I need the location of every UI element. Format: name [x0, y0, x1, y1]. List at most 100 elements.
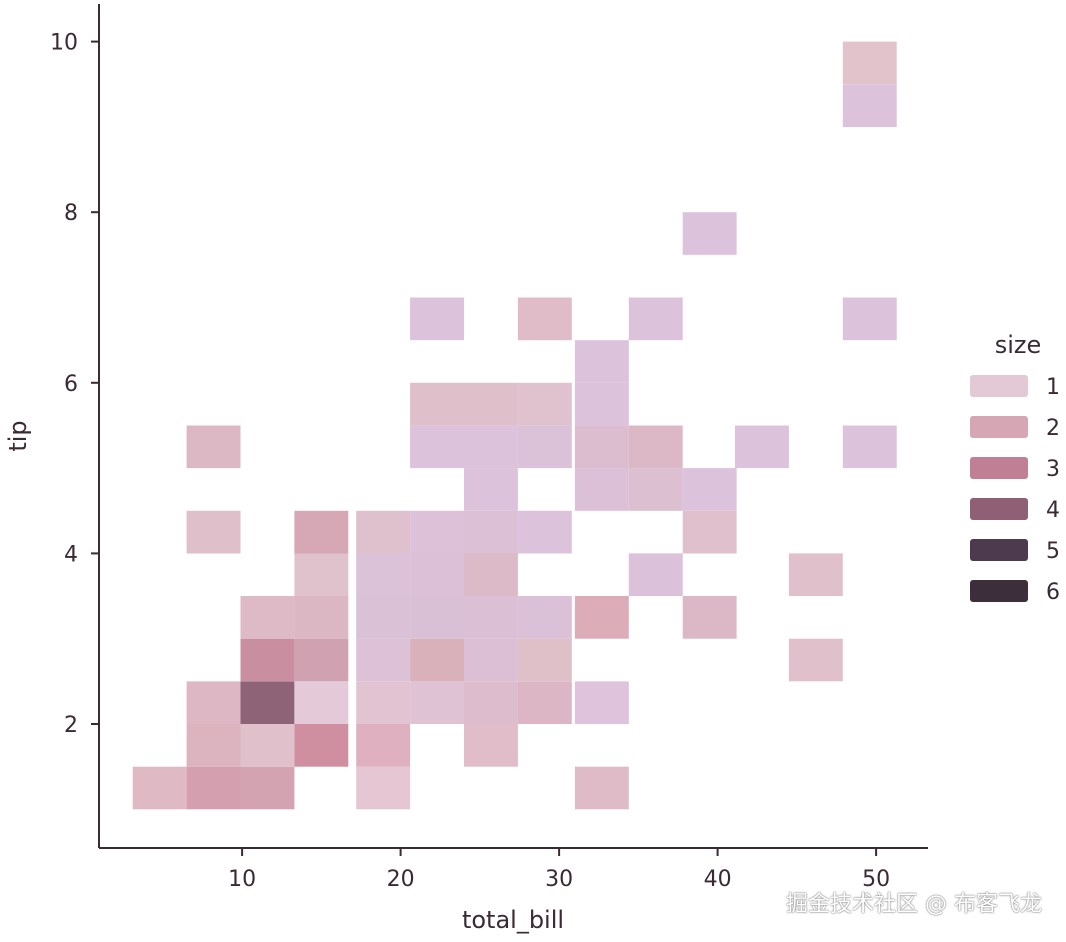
legend-label: 6 — [1046, 580, 1060, 605]
x-tick-label: 10 — [228, 867, 256, 892]
heatmap-cell — [682, 596, 737, 639]
heatmap-cell — [464, 724, 518, 767]
heatmap-cell — [356, 596, 411, 639]
heatmap-cell — [186, 766, 241, 810]
heatmap-cell — [294, 553, 349, 596]
y-axis-label: tip — [4, 420, 32, 451]
heatmap-cell — [464, 596, 518, 639]
heatmap-cell — [842, 425, 897, 469]
heatmap-cell — [186, 724, 241, 767]
heatmap-cell — [186, 681, 241, 724]
heatmap-cell — [788, 638, 843, 682]
heatmap-cell — [628, 425, 683, 469]
heatmap-cell — [410, 297, 464, 341]
legend-label: 1 — [1046, 375, 1060, 400]
x-tick-label: 30 — [545, 867, 573, 892]
heatmap-cells — [132, 41, 897, 810]
heatmap-cell — [410, 638, 464, 682]
x-tick-label: 40 — [704, 867, 732, 892]
heatmap-cell — [574, 340, 629, 383]
heatmap-cell — [517, 425, 572, 469]
heatmap-cell — [517, 510, 572, 554]
y-tick-label: 4 — [64, 542, 78, 567]
heatmap-cell — [628, 468, 683, 511]
legend-label: 4 — [1046, 498, 1060, 523]
heatmap-cell — [682, 212, 737, 255]
legend-title: size — [995, 331, 1042, 359]
watermark-text: 掘金技术社区 @ 布客飞龙 — [786, 892, 1042, 917]
heatmap-cell — [356, 766, 411, 810]
heatmap-cell — [464, 425, 518, 469]
heatmap-cell — [464, 681, 518, 724]
heatmap-cell — [464, 468, 518, 511]
axes — [98, 4, 928, 849]
heatmap-cell — [410, 510, 464, 554]
heatmap-cell — [410, 382, 464, 426]
legend-swatch — [970, 375, 1028, 397]
heatmap-cell — [788, 553, 843, 596]
heatmap-cell — [186, 510, 241, 554]
heatmap-cell — [410, 681, 464, 724]
heatmap-cell — [240, 596, 295, 639]
legend-swatch — [970, 498, 1028, 520]
heatmap-cell — [842, 297, 897, 341]
heatmap-cell — [574, 766, 629, 810]
heatmap-cell — [574, 596, 629, 639]
legend-label: 2 — [1046, 416, 1060, 441]
heatmap-cell — [356, 724, 411, 767]
heatmap-cell — [240, 681, 295, 724]
heatmap-cell — [735, 425, 789, 469]
x-tick-label: 20 — [387, 867, 415, 892]
heatmap-cell — [517, 382, 572, 426]
heatmap-cell — [517, 596, 572, 639]
heatmap-cell — [240, 766, 295, 810]
heatmap-cell — [294, 724, 349, 767]
heatmap-cell — [186, 425, 241, 469]
heatmap-cell — [294, 638, 349, 682]
heatmap-cell — [682, 468, 737, 511]
heatmap-cell — [464, 382, 518, 426]
legend: size 1 2 3 4 5 6 — [970, 331, 1060, 605]
y-tick-label: 6 — [64, 372, 78, 397]
heatmap-cell — [682, 510, 737, 554]
legend-swatch — [970, 416, 1028, 438]
heatmap-cell — [356, 638, 411, 682]
heatmap-cell — [356, 553, 411, 596]
heatmap-cell — [842, 84, 897, 127]
heatmap-cell — [132, 766, 187, 810]
legend-label: 3 — [1046, 457, 1060, 482]
ticks: 10 20 30 40 50 2 4 6 8 10 — [50, 31, 890, 892]
legend-swatch — [970, 580, 1028, 602]
heatmap-cell — [628, 553, 683, 596]
heatmap-cell — [240, 724, 295, 767]
legend-swatch — [970, 457, 1028, 479]
heatmap-cell — [517, 297, 572, 341]
heatmap-cell — [628, 297, 683, 341]
legend-swatch — [970, 539, 1028, 561]
heatmap-cell — [410, 425, 464, 469]
x-axis-label: total_bill — [462, 906, 564, 934]
heatmap-cell — [574, 425, 629, 469]
heatmap-cell — [517, 638, 572, 682]
x-tick-label: 50 — [862, 867, 890, 892]
y-tick-label: 10 — [50, 31, 78, 56]
heatmap-cell — [410, 553, 464, 596]
y-tick-label: 8 — [64, 201, 78, 226]
heatmap-cell — [410, 596, 464, 639]
heatmap-cell — [240, 638, 295, 682]
heatmap-cell — [294, 510, 349, 554]
heatmap-cell — [517, 681, 572, 724]
heatmap-cell — [294, 596, 349, 639]
heatmap-cell — [356, 510, 411, 554]
heatmap-cell — [294, 681, 349, 724]
heatmap-cell — [464, 553, 518, 596]
heatmap-cell — [574, 681, 629, 724]
y-tick-label: 2 — [64, 713, 78, 738]
heatmap-cell — [464, 638, 518, 682]
heatmap-cell — [356, 681, 411, 724]
heatmap-cell — [842, 41, 897, 85]
legend-label: 5 — [1046, 539, 1060, 564]
heatmap-cell — [464, 510, 518, 554]
heatmap-cell — [574, 468, 629, 511]
